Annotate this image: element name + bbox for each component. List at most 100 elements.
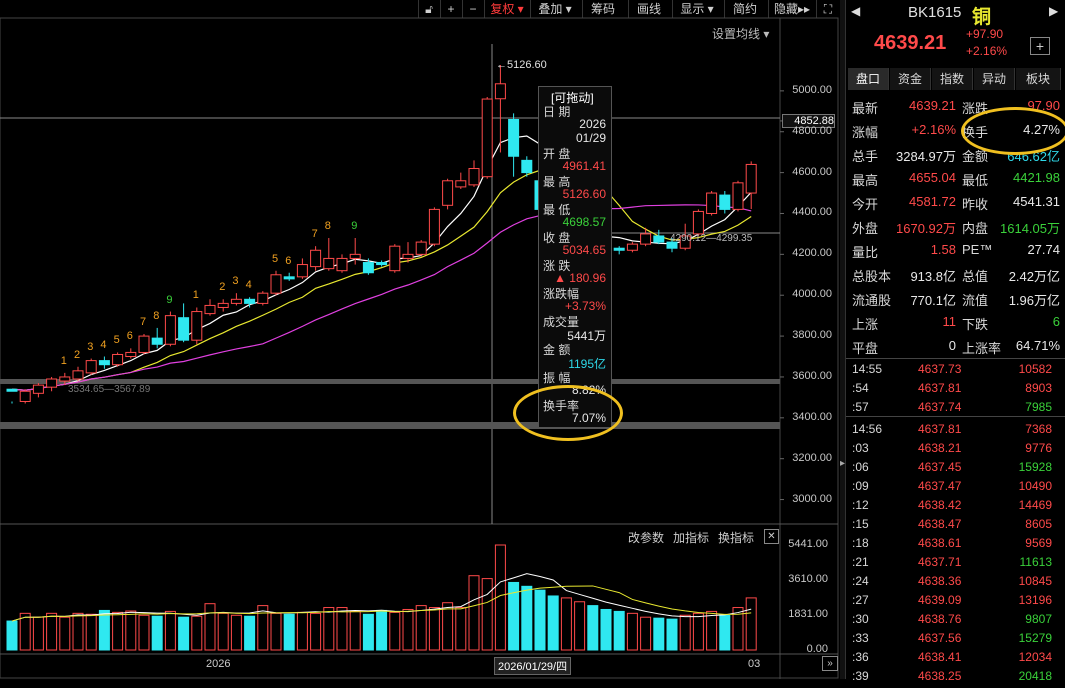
high-marker: ←5126.60 — [496, 59, 547, 71]
price-axis-label: 4000.00 — [792, 288, 832, 301]
candle-body — [376, 262, 388, 266]
fullscreen-icon[interactable]: ⛶ — [816, 0, 839, 18]
candle-body — [613, 247, 625, 251]
tooltip-amp-label: 振 幅 — [543, 371, 571, 385]
stats-key: 外盘 — [852, 221, 879, 236]
candle-body — [296, 264, 308, 278]
stats-value: 770.1亿 — [910, 293, 956, 308]
candle-body — [481, 98, 493, 178]
toolbar-overlay-button[interactable]: 叠加 ▾ — [530, 0, 579, 18]
add-indicator-button[interactable]: 加指标 — [673, 531, 710, 545]
candle-body — [19, 390, 31, 402]
volume-bar — [310, 612, 322, 651]
tick-row: :21 4637.71 11613 — [846, 555, 1065, 574]
toolbar-draw-button[interactable]: 画线 — [628, 0, 669, 18]
candle-body — [257, 292, 269, 304]
volume-bar — [283, 613, 295, 651]
candle-body — [732, 182, 744, 210]
candle-body — [719, 194, 731, 210]
volume-bar — [732, 607, 744, 651]
tooltip-date-md: 01/29 — [575, 131, 606, 145]
volume-bar — [679, 614, 691, 651]
candle-body — [336, 257, 348, 272]
tick-price: 4639.09 — [918, 593, 962, 607]
volume-bar — [85, 613, 97, 651]
toolbar-simple-button[interactable]: 简约 — [724, 0, 765, 18]
panel-splitter[interactable] — [840, 0, 845, 679]
scroll-right-button[interactable]: » — [822, 656, 838, 671]
tab-index[interactable]: 指数 — [932, 68, 973, 90]
tab-funds[interactable]: 资金 — [890, 68, 931, 90]
toolbar-chips-button[interactable]: 筹码 — [582, 0, 623, 18]
volume-bar — [125, 610, 137, 651]
data-tooltip[interactable]: [可拖动] 日 期 2026 01/29 开 盘 4961.41 最 高 512… — [538, 86, 612, 428]
tooltip-low: 4698.57 — [562, 215, 606, 229]
stats-row: 最高 4655.04 最低 4421.98 — [846, 167, 1065, 191]
stats-value: 27.74 — [1027, 242, 1060, 257]
quote-panel: ◀ BK1615 铜 ▶ 4639.21 +97.90 +2.16% + 盘口 … — [845, 0, 1065, 683]
candle-body — [6, 388, 18, 392]
volume-bar — [626, 612, 638, 651]
stats-key: 最高 — [852, 173, 879, 188]
volume-bar — [32, 616, 44, 651]
lock-icon[interactable]: 🔓︎ — [418, 0, 439, 18]
toolbar-display-button[interactable]: 显示 ▾ — [672, 0, 721, 18]
add-watchlist-button[interactable]: + — [1030, 37, 1050, 55]
volume-bar — [640, 616, 652, 651]
tick-price: 4638.21 — [918, 441, 962, 455]
candle-body — [98, 360, 110, 366]
candle-body — [164, 315, 176, 345]
price-axis-label: 4800.00 — [792, 124, 832, 137]
candle-body — [191, 311, 203, 341]
stats-row: 流通股 770.1亿 流值 1.96万亿 — [846, 287, 1065, 311]
zoom-out-icon[interactable]: − — [462, 0, 483, 18]
price-axis-label: 4852.88 — [782, 113, 835, 128]
ma-setting-button[interactable]: 设置均线 ▾ — [712, 27, 770, 41]
countdown-label: 4 — [100, 338, 107, 351]
next-stock-icon[interactable]: ▶ — [1049, 4, 1059, 18]
volume-bar — [653, 617, 665, 651]
volume-bar — [217, 612, 229, 651]
tick-price: 4637.81 — [918, 422, 962, 436]
highlight-circle — [961, 107, 1065, 155]
tick-price: 4638.25 — [918, 669, 962, 683]
volume-axis-label: 0.00 — [806, 643, 828, 655]
toolbar-fuquan-button[interactable]: 复权 ▾ — [484, 0, 529, 18]
tick-row: 14:55 4637.73 10582 — [846, 362, 1065, 381]
switch-indicator-button[interactable]: 换指标 — [718, 531, 755, 545]
tooltip-change: ▲ 180.96 — [554, 271, 606, 285]
tab-orderbook[interactable]: 盘口 — [848, 68, 889, 90]
tick-volume: 11613 — [1019, 555, 1052, 569]
tick-volume: 8605 — [1025, 517, 1052, 531]
tick-row: :33 4637.56 15279 — [846, 631, 1065, 650]
tab-sector[interactable]: 板块 — [1016, 68, 1061, 90]
candle-body — [468, 168, 480, 186]
volume-bar — [587, 605, 599, 651]
countdown-label: 1 — [192, 289, 199, 302]
tab-movement[interactable]: 异动 — [974, 68, 1015, 90]
toolbar-hide-button[interactable]: 隐藏▸▸ — [768, 0, 815, 18]
tooltip-open-label: 开 盘 — [543, 147, 571, 161]
toolbar-label: 复权 — [490, 2, 515, 16]
countdown-label: 6 — [126, 330, 133, 343]
close-indicator-button[interactable]: ✕ — [764, 529, 779, 544]
stats-value: 6 — [1052, 314, 1060, 329]
tick-volume: 9569 — [1025, 536, 1052, 550]
range-band — [0, 422, 780, 429]
zoom-in-icon[interactable]: + — [440, 0, 461, 18]
ma10-line — [11, 169, 752, 391]
countdown-label: 9 — [166, 293, 173, 306]
change-params-button[interactable]: 改参数 — [628, 531, 665, 545]
candle-body — [415, 241, 427, 255]
candle-body — [323, 257, 335, 270]
prev-stock-icon[interactable]: ◀ — [851, 4, 861, 18]
volume-bar — [204, 603, 216, 651]
stats-value: 4581.72 — [909, 194, 956, 209]
stats-key: 内盘 — [962, 221, 989, 236]
tooltip-pct-label: 涨跌幅 — [543, 287, 580, 301]
kline-chart[interactable] — [0, 0, 840, 679]
tooltip-amt: 1195亿 — [568, 357, 606, 371]
countdown-label: 4 — [245, 279, 252, 292]
splitter-arrow-icon[interactable]: ▸ — [840, 458, 846, 469]
volume-bar — [560, 597, 572, 651]
